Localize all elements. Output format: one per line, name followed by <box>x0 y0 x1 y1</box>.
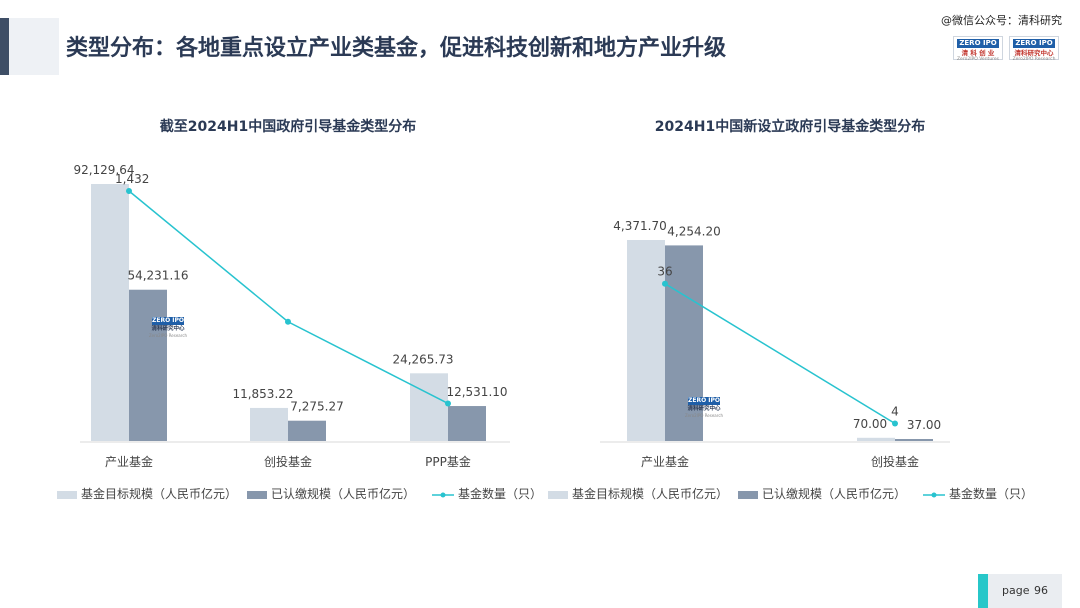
chart1-title: 截至2024H1中国政府引导基金类型分布 <box>160 118 416 135</box>
chart2-title: 2024H1中国新设立政府引导基金类型分布 <box>655 118 925 135</box>
chart-watermark-logo-right: ZERO IPO 清科研究中心 Zero2IPO Research <box>684 397 724 421</box>
chart1-legend-target-swatch <box>57 491 77 499</box>
chart2-bar-paid-0 <box>665 245 703 441</box>
logo-left-top: ZERO IPO <box>957 39 999 48</box>
page-title: 类型分布：各地重点设立产业类基金，促进科技创新和地方产业升级 <box>66 36 727 61</box>
page-footer: page 96 <box>978 574 1062 608</box>
page-number: 96 <box>1034 584 1048 597</box>
chart2-legend-target-swatch <box>548 491 568 499</box>
chart2-category-1: 创投基金 <box>871 454 919 469</box>
mini-logo-2-top: ZERO IPO <box>688 397 720 405</box>
chart1-legend-target: 基金目标规模（人民币亿元） <box>81 486 237 501</box>
chart1-bar-target-2 <box>410 373 448 441</box>
page-label: page <box>1002 584 1030 597</box>
chart2-label-paid-1: 37.00 <box>907 418 941 432</box>
chart2-bar-target-0 <box>627 240 665 441</box>
chart2-count-point-1 <box>892 420 898 427</box>
chart2-label-target-1: 70.00 <box>853 417 887 431</box>
chart1-category-1: 创投基金 <box>264 454 312 469</box>
chart1-bar-paid-2 <box>448 406 486 441</box>
mini-logo-2-sub: Zero2IPO Research <box>684 412 724 418</box>
mini-logo-2-mid: 清科研究中心 <box>687 406 721 412</box>
logo-left-sub: Zero2IPO Ventures <box>956 56 1000 62</box>
logo-right-sub: Zero2IPO Research <box>1012 56 1056 62</box>
chart2-legend-target: 基金目标规模（人民币亿元） <box>572 486 728 501</box>
chart1-legend-count-dot <box>440 492 446 498</box>
chart1-bar-paid-0 <box>129 289 167 441</box>
chart2-legend-paid: 已认缴规模（人民币亿元） <box>762 486 906 501</box>
chart1-label-target-1: 11,853.22 <box>232 387 293 401</box>
chart2-label-target-0: 4,371.70 <box>613 219 666 233</box>
chart2-label-paid-0: 4,254.20 <box>667 224 720 238</box>
chart2-count-line <box>664 283 896 425</box>
logo-left-mid: 清 科 创 业 <box>961 49 995 57</box>
chart1-category-2: PPP基金 <box>425 454 471 469</box>
chart2-count-label-1: 4 <box>891 405 899 419</box>
zero2ipo-ventures-logo: ZERO IPO 清 科 创 业 Zero2IPO Ventures <box>953 36 1003 62</box>
chart1-category-0: 产业基金 <box>105 454 153 469</box>
title-accent-bar <box>0 18 9 75</box>
chart1-label-target-0: 92,129.64 <box>73 163 134 177</box>
logo-right-mid: 清科研究中心 <box>1014 49 1054 57</box>
chart1-label-paid-0: 54,231.16 <box>127 269 188 283</box>
chart2-count-label-0: 36 <box>657 265 672 279</box>
logo-right-top: ZERO IPO <box>1013 39 1055 48</box>
chart1-count-point-1 <box>285 318 291 325</box>
chart2-legend-paid-swatch <box>738 491 758 499</box>
chart1-count-label-0: 1,432 <box>115 172 149 186</box>
chart1-bar-paid-1 <box>288 420 326 441</box>
chart1-count-point-2 <box>445 400 451 407</box>
chart1-bar-target-0 <box>91 184 129 441</box>
zero2ipo-research-logo: ZERO IPO 清科研究中心 Zero2IPO Research <box>1009 36 1059 62</box>
chart1-label-paid-2: 12,531.10 <box>446 385 507 399</box>
chart1-label-target-2: 24,265.73 <box>392 352 453 366</box>
chart2-bar-paid-1 <box>895 439 933 441</box>
chart1-count-point-0 <box>126 188 132 194</box>
chart1-count-line <box>128 190 449 405</box>
chart1-legend-paid: 已认缴规模（人民币亿元） <box>271 486 415 501</box>
title-accent-background <box>9 18 59 75</box>
chart2-legend-count-dot <box>931 492 937 498</box>
chart1-legend-paid-swatch <box>247 491 267 499</box>
mini-logo-1-sub: Zero2IPO Research <box>148 332 188 338</box>
footer-accent-bar <box>978 574 988 608</box>
chart1-label-paid-1: 7,275.27 <box>290 400 343 414</box>
chart1-bar-target-1 <box>250 407 288 441</box>
chart2-legend-count: 基金数量（只） <box>949 486 1033 501</box>
chart2-count-point-0 <box>662 280 668 287</box>
mini-logo-1-mid: 清科研究中心 <box>151 326 185 332</box>
mini-logo-1-top: ZERO IPO <box>152 317 184 325</box>
chart1-legend-count: 基金数量（只） <box>458 486 542 501</box>
chart2-bar-target-1 <box>857 437 895 441</box>
watermark-text: @微信公众号：清科研究 <box>941 14 1062 27</box>
chart2-category-0: 产业基金 <box>641 454 689 469</box>
chart-watermark-logo-left: ZERO IPO 清科研究中心 Zero2IPO Research <box>148 317 188 341</box>
